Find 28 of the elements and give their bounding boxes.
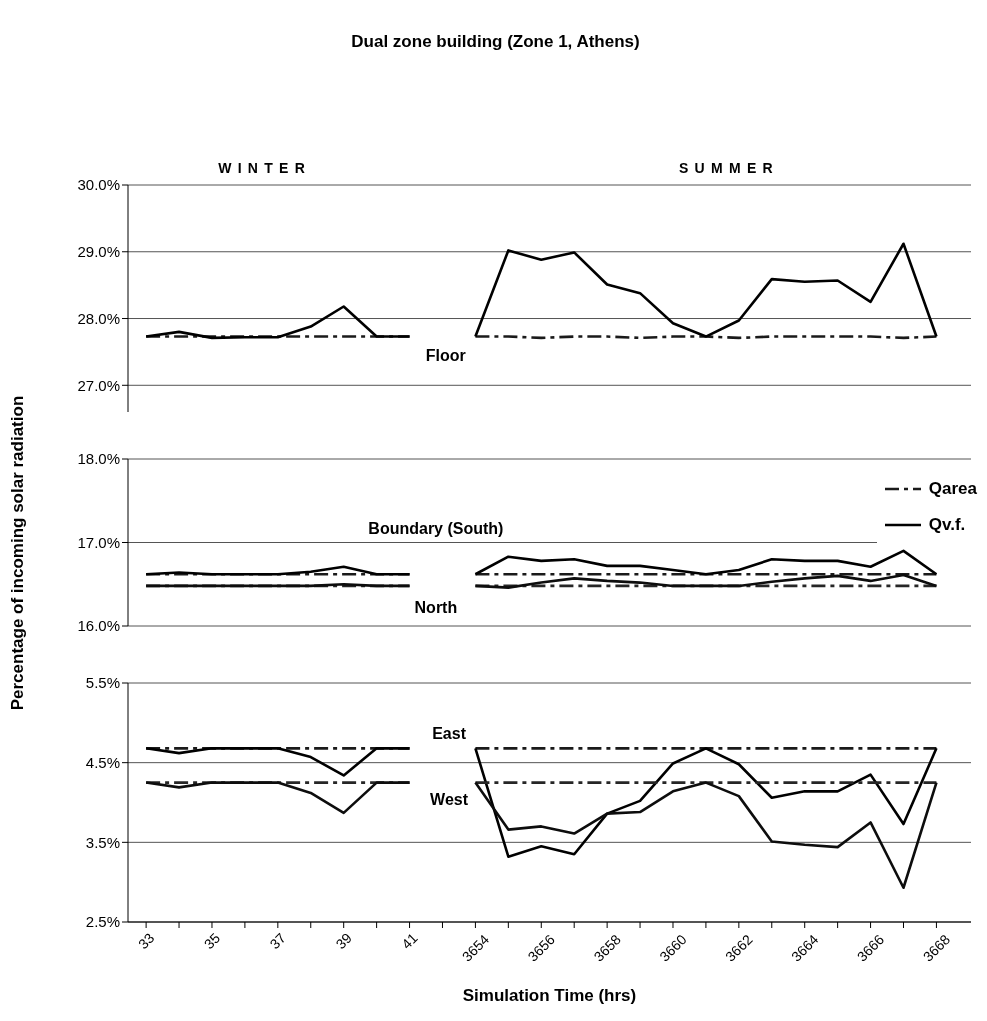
text: SUMMER [678,160,779,177]
x-tick-label: 41 [398,929,421,953]
text: WINTER [218,160,312,177]
y-tick-label: 30.0% [77,176,120,194]
legend-label: Qarea [928,479,977,499]
x-tick-label: 39 [332,929,355,953]
y-tick-label: 17.0% [77,533,120,551]
y-tick-label: 2.5% [85,913,120,931]
x-tick-label: 37 [266,929,290,953]
y-tick-label: 5.5% [85,674,120,692]
y-tick-label: 28.0% [77,309,120,327]
annotation: West [430,790,469,809]
x-tick-label: 35 [200,929,224,953]
y-tick-label: 18.0% [77,450,120,468]
y-tick-label: 3.5% [85,833,120,851]
y-tick-label: 16.0% [77,617,120,635]
y-tick-label: 27.0% [77,376,120,394]
y-tick-label: 4.5% [85,753,120,771]
annotation: Boundary (South) [368,520,504,539]
x-tick-label: 33 [134,929,158,953]
y-axis-title: Percentage of incoming solar radiation [8,395,28,711]
legend-label: Qv.f. [928,515,966,535]
x-axis-title: Simulation Time (hrs) [461,986,638,1006]
annotation: East [432,725,466,744]
annotation: North [414,598,458,617]
y-tick-label: 29.0% [77,243,120,261]
chart-title: Dual zone building (Zone 1, Athens) [350,32,641,52]
annotation: Floor [425,346,466,365]
